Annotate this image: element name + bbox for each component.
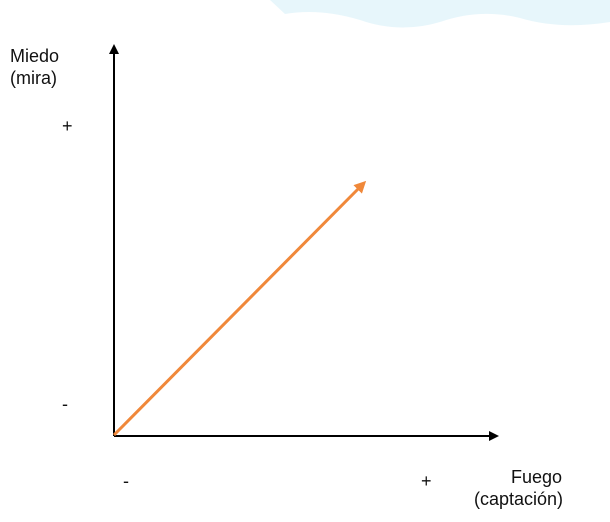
y-axis-high-mark: + [62, 116, 73, 136]
x-axis-label-line2: (captación) [474, 489, 564, 509]
y-axis-label: Miedo (mira) [10, 45, 59, 89]
x-axis-label: Fuego (captación) [474, 466, 563, 510]
x-axis-low-mark: - [123, 471, 129, 491]
y-axis-low-mark: - [62, 394, 68, 414]
y-axis-label-line1: Miedo [10, 46, 60, 66]
y-axis-label-line2: (mira) [10, 68, 57, 88]
x-axis-high-mark: + [421, 471, 432, 491]
top-decoration [270, 0, 610, 28]
trend-arrow [112, 180, 367, 437]
x-axis-label-line1: Fuego [511, 467, 563, 487]
